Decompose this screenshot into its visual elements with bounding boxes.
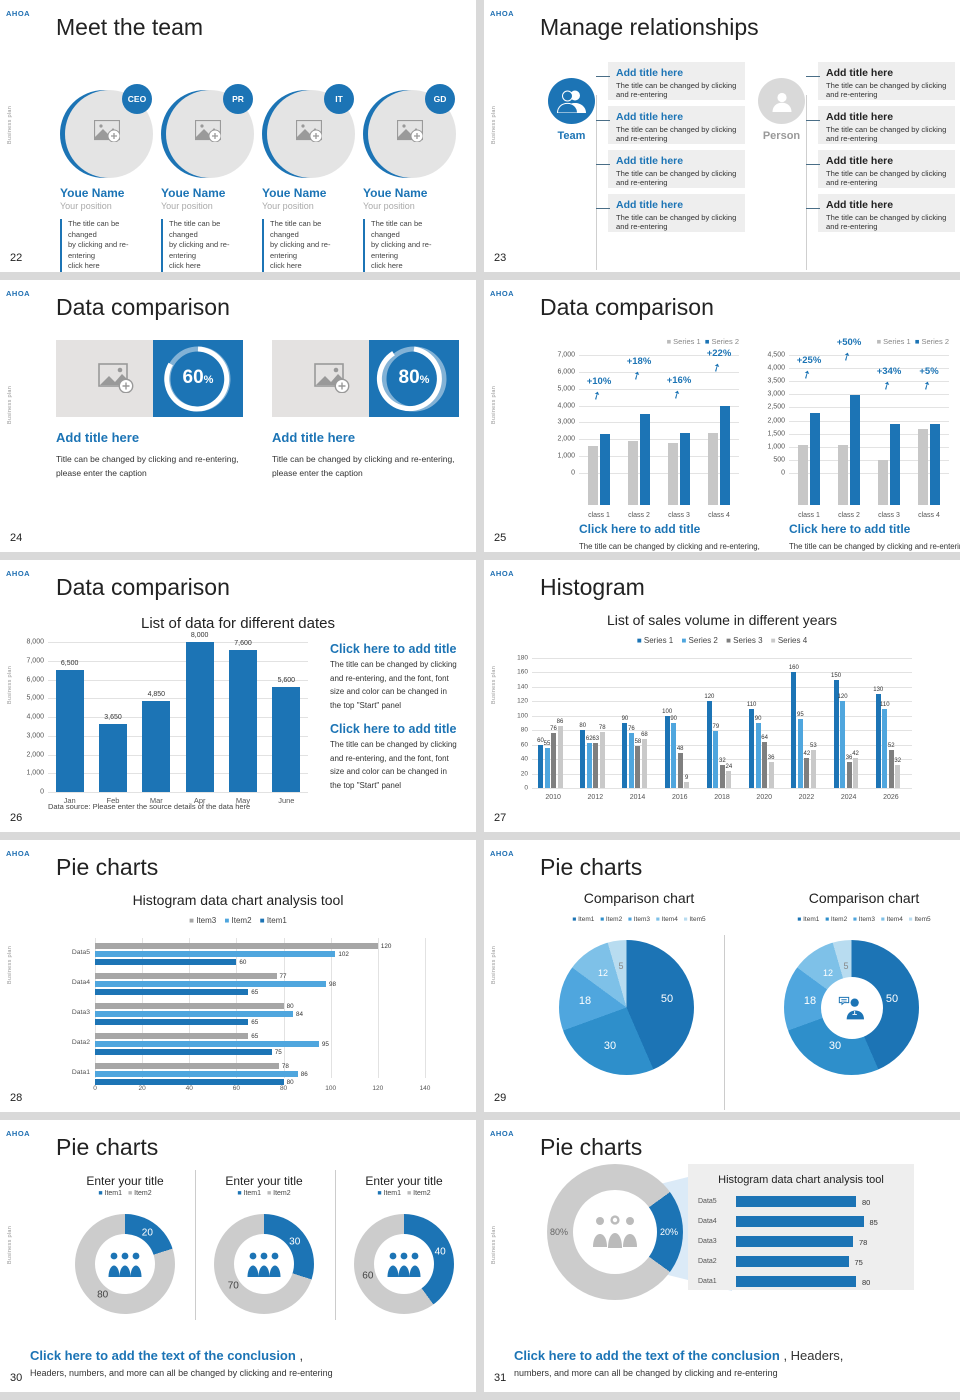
svg-text:60%: 60% xyxy=(183,367,214,388)
svg-text:80%: 80% xyxy=(399,367,430,388)
